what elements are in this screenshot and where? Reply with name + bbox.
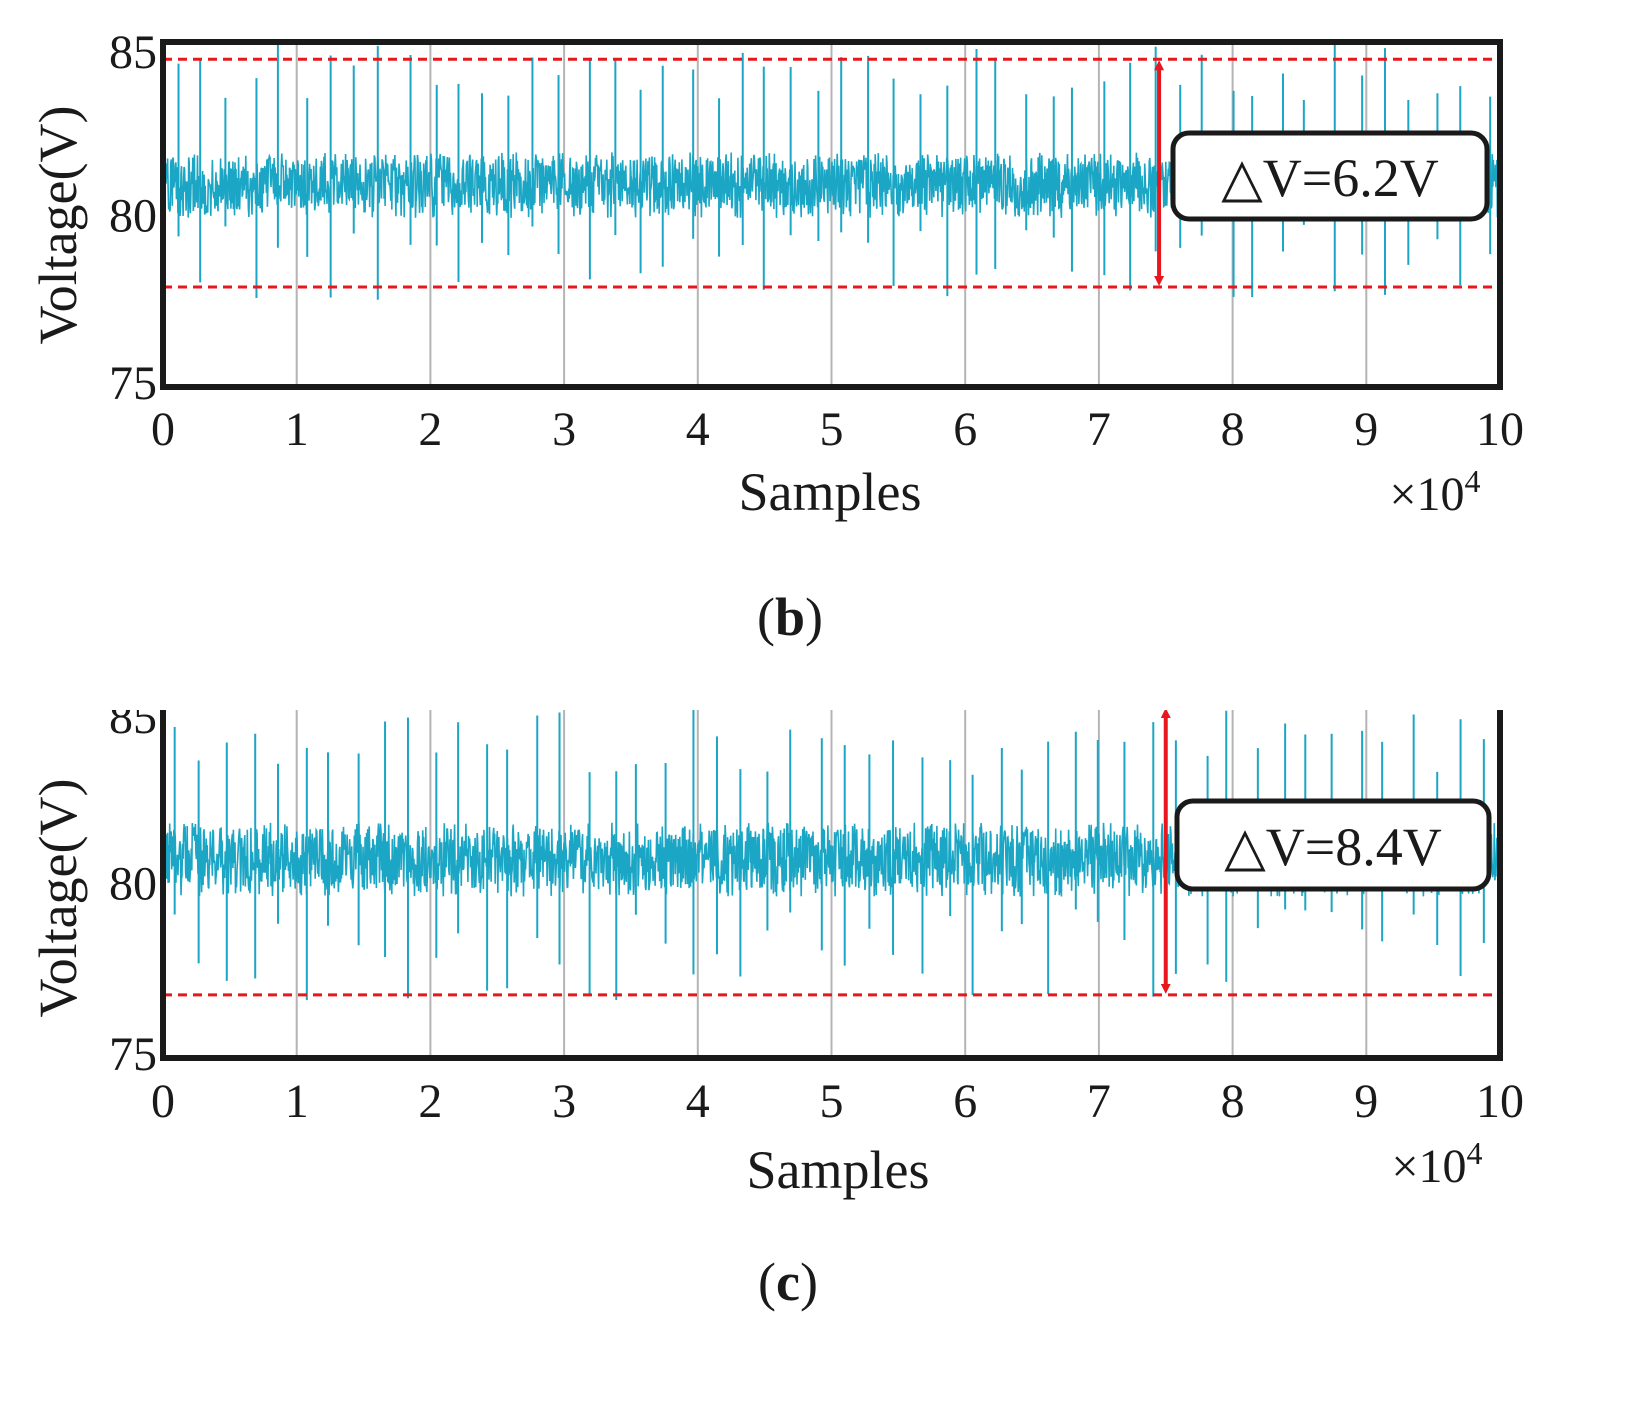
x-tick-label: 8 <box>1221 1075 1245 1128</box>
annotation-box: △V=6.2V <box>1170 130 1490 222</box>
plot-frame <box>160 710 1503 1061</box>
delta-v-label: △V=6.2V <box>1221 148 1438 208</box>
x-tick-label: 8 <box>1221 403 1245 456</box>
x-tick-label: 9 <box>1354 1075 1378 1128</box>
x-tick-label: 3 <box>552 1075 576 1128</box>
x-axis-label: Samples <box>739 462 922 522</box>
x-tick-labels: 0 1 2 3 4 5 6 7 8 9 10 <box>151 403 1524 456</box>
voltage-signal <box>162 710 1501 1001</box>
x-tick-label: 1 <box>285 403 309 456</box>
y-tick-labels: 75 80 85 <box>109 710 157 1081</box>
x-tick-label: 6 <box>953 1075 977 1128</box>
chart-panel-c: △V=8.4V 0 1 2 3 4 5 6 7 8 9 10 75 80 85 Voltage(V) S… <box>0 710 1651 1421</box>
y-axis-label: Voltage(V) <box>28 106 88 345</box>
x-axis-multiplier: ×104 <box>1391 1135 1482 1193</box>
x-tick-label: 5 <box>820 403 844 456</box>
x-axis-multiplier: ×104 <box>1389 463 1480 521</box>
x-tick-label: 1 <box>285 1075 309 1128</box>
y-tick-label: 85 <box>109 26 157 79</box>
x-axis-label: Samples <box>747 1140 930 1200</box>
panel-caption-c: (c) <box>758 1252 818 1312</box>
y-tick-label: 75 <box>109 1028 157 1081</box>
chart-c-svg: △V=8.4V 0 1 2 3 4 5 6 7 8 9 10 75 80 85 Voltage(V) S… <box>28 710 1524 1312</box>
x-tick-label: 2 <box>418 403 442 456</box>
x-tick-label: 3 <box>552 403 576 456</box>
panel-caption-b: (b) <box>757 587 823 647</box>
annotation-box: △V=8.4V <box>1174 798 1492 892</box>
x-tick-label: 4 <box>686 403 710 456</box>
x-tick-label: 0 <box>151 1075 175 1128</box>
y-tick-label: 80 <box>109 858 157 911</box>
y-tick-label: 80 <box>109 190 157 243</box>
x-tick-label: 9 <box>1354 403 1378 456</box>
x-tick-label: 6 <box>953 403 977 456</box>
x-tick-label: 4 <box>686 1075 710 1128</box>
x-tick-label: 10 <box>1476 403 1524 456</box>
x-tick-label: 5 <box>820 1075 844 1128</box>
x-tick-label: 0 <box>151 403 175 456</box>
plot-frame <box>160 39 1503 390</box>
y-tick-labels: 75 80 85 <box>109 26 157 410</box>
chart-panel-b: △V=6.2V 0 1 2 3 4 5 6 7 8 9 10 75 80 85 Voltage(V) S… <box>0 0 1651 710</box>
y-tick-label: 85 <box>109 710 157 744</box>
delta-v-label: △V=8.4V <box>1224 817 1441 877</box>
x-tick-label: 2 <box>418 1075 442 1128</box>
x-tick-label: 7 <box>1087 1075 1111 1128</box>
chart-b-svg: △V=6.2V 0 1 2 3 4 5 6 7 8 9 10 75 80 85 Voltage(V) S… <box>28 26 1524 647</box>
y-tick-label: 75 <box>109 357 157 410</box>
y-axis-label: Voltage(V) <box>28 779 88 1018</box>
x-tick-labels: 0 1 2 3 4 5 6 7 8 9 10 <box>151 1075 1524 1128</box>
x-tick-label: 7 <box>1087 403 1111 456</box>
x-tick-label: 10 <box>1476 1075 1524 1128</box>
